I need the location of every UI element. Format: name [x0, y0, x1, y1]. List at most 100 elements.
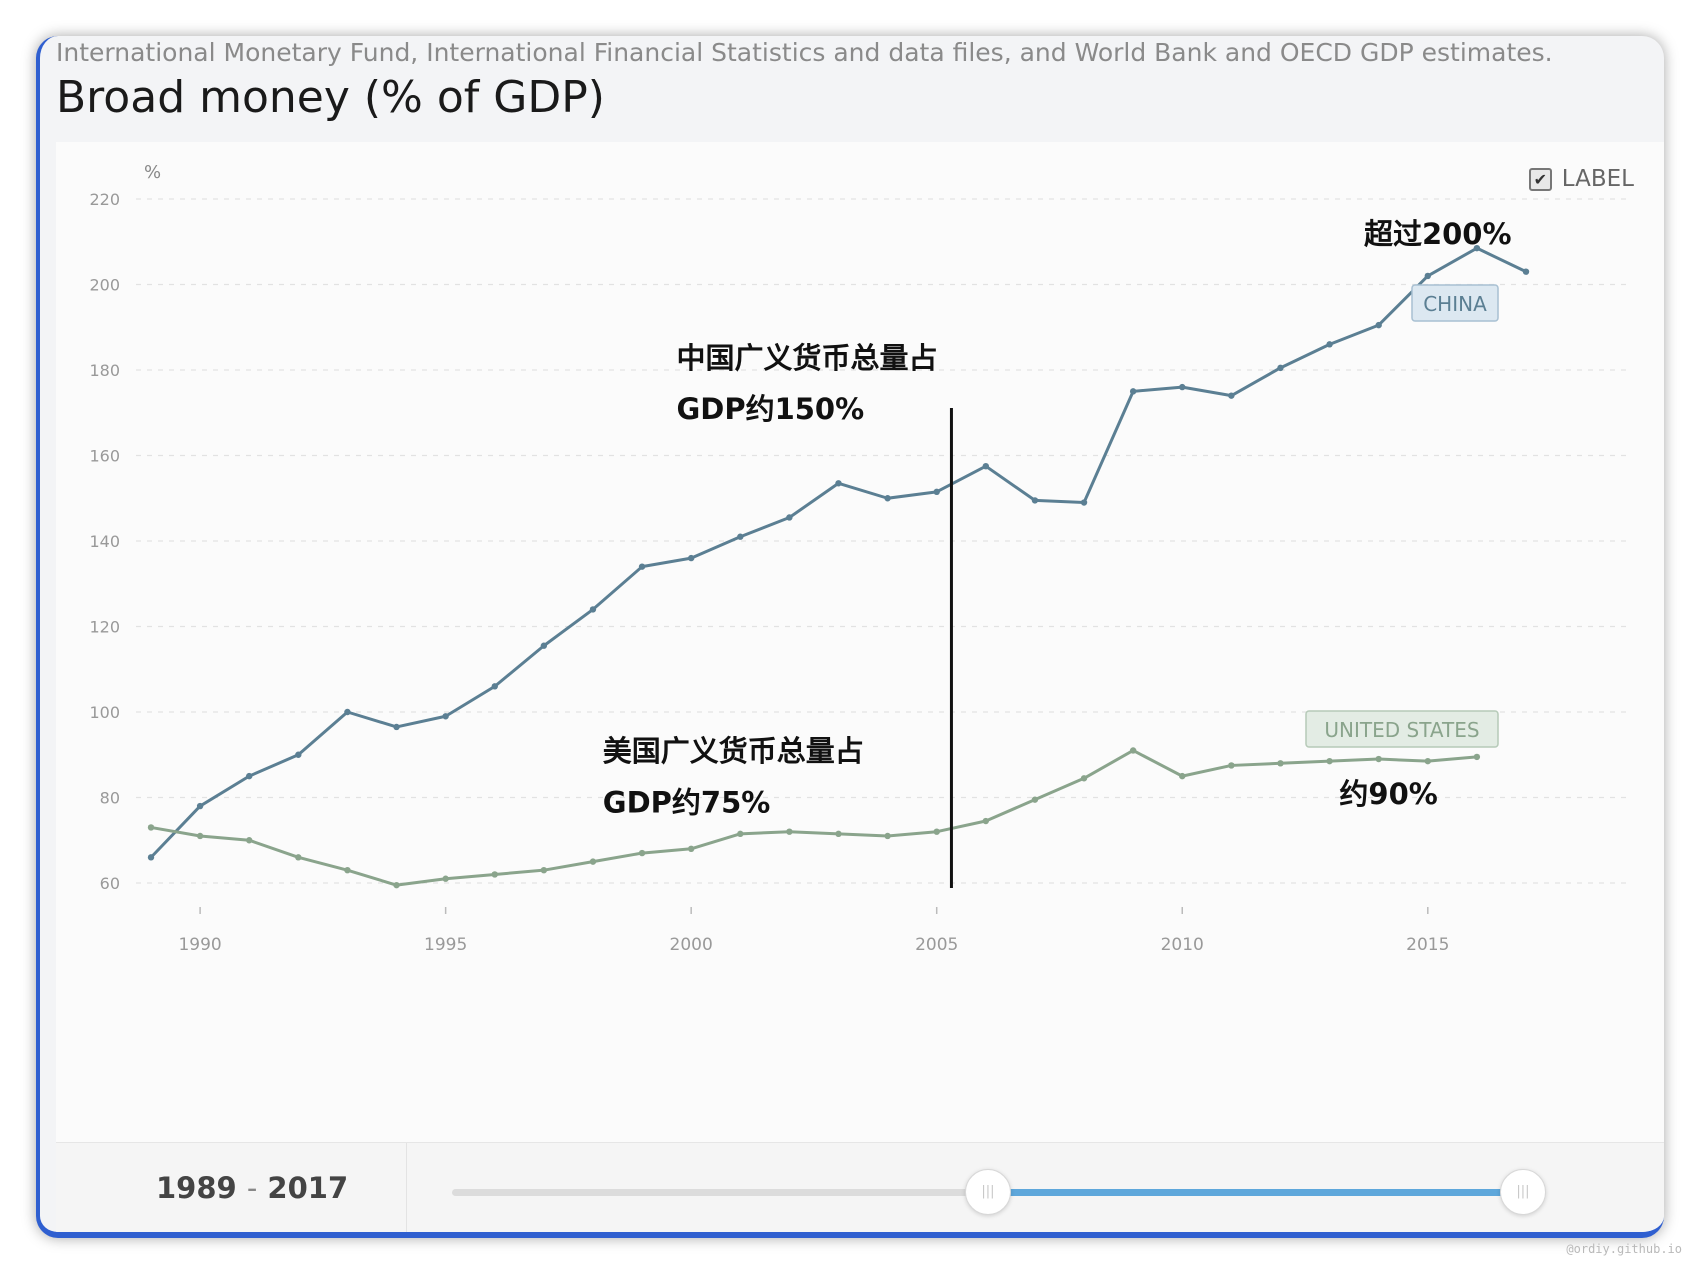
data-point-us	[393, 881, 400, 889]
series-line-us	[150, 748, 1478, 887]
data-point-us	[147, 824, 155, 831]
annotation-text: GDP约75%	[603, 785, 771, 819]
data-point-china	[147, 854, 155, 861]
data-point-china	[344, 708, 351, 716]
watermark: @ordiy.github.io	[1566, 1242, 1682, 1256]
y-tick-label: 120	[89, 618, 120, 637]
data-point-china	[687, 554, 695, 562]
annotation-text: 美国广义货币总量占	[603, 734, 864, 768]
data-point-china	[835, 480, 842, 487]
y-tick-label: 220	[89, 190, 120, 209]
checkbox-icon[interactable]: ✔	[1528, 167, 1552, 191]
data-point-us	[344, 866, 351, 874]
data-point-china	[295, 751, 302, 758]
data-point-china	[737, 533, 744, 540]
data-point-us	[982, 817, 990, 825]
data-point-china	[491, 683, 498, 690]
y-tick-label: 80	[100, 789, 120, 808]
annotation-text: GDP约150%	[676, 392, 864, 426]
data-point-china	[589, 606, 597, 613]
data-point-china	[1031, 497, 1039, 504]
data-point-china	[442, 713, 449, 720]
y-tick-label: 60	[100, 874, 120, 893]
series-badge-label-us: UNITED STATES	[1324, 718, 1479, 742]
data-point-us	[1228, 762, 1235, 769]
data-point-china	[1080, 499, 1088, 506]
data-point-china	[1326, 341, 1333, 348]
data-point-us	[1179, 772, 1186, 780]
data-point-china	[1179, 383, 1186, 391]
data-point-us	[295, 854, 302, 861]
series-badge-china	[1411, 284, 1499, 322]
data-point-us	[589, 858, 597, 865]
range-footer: 1989 - 2017 ||| |||	[56, 1142, 1664, 1232]
data-point-china	[933, 488, 940, 496]
data-point-us	[246, 837, 253, 844]
page-title: Broad money (% of GDP)	[56, 72, 605, 123]
data-point-china	[786, 514, 793, 521]
data-point-us	[540, 866, 548, 874]
data-point-china	[1424, 272, 1431, 280]
y-tick-label: 100	[89, 703, 120, 722]
x-tick-label: 1990	[178, 935, 221, 955]
annotation-text: 约90%	[1339, 777, 1437, 811]
data-point-us	[687, 845, 695, 852]
series-badge-label-china: CHINA	[1423, 292, 1487, 316]
data-point-us	[884, 832, 891, 840]
line-chart: % 60 80 100 120 140 160 180 200 220 1990 1995 2000 20…	[89, 162, 1631, 955]
chart-card: International Monetary Fund, Internation…	[36, 36, 1664, 1238]
data-point-china	[1277, 364, 1284, 372]
data-point-us	[1031, 796, 1039, 803]
data-point-us	[737, 830, 744, 838]
chart-panel: ✔ LABEL % 60 80 100 120 140 160 180 200 220 1990 19…	[56, 142, 1664, 1142]
data-point-china	[638, 563, 646, 570]
range-start: 1989	[156, 1171, 237, 1205]
data-point-china	[982, 462, 990, 470]
range-separator: -	[246, 1171, 258, 1205]
data-point-us	[786, 828, 793, 835]
data-point-us	[933, 828, 940, 835]
data-point-us	[1326, 757, 1333, 765]
data-point-us	[638, 849, 646, 857]
x-tick-label: 2005	[915, 935, 958, 955]
data-point-china	[540, 642, 548, 649]
series-badge-us	[1305, 710, 1499, 748]
data-point-us	[491, 871, 498, 878]
data-point-us	[1375, 755, 1382, 763]
data-point-china	[884, 495, 891, 502]
data-point-china	[1522, 268, 1530, 275]
y-axis-unit: %	[144, 162, 161, 183]
x-tick-label: 1995	[424, 935, 467, 955]
data-point-china	[1375, 321, 1382, 329]
data-point-us	[442, 875, 449, 882]
data-point-us	[1473, 753, 1481, 761]
source-note: International Monetary Fund, Internation…	[56, 38, 1553, 67]
slider-end-handle[interactable]: |||	[1500, 1169, 1546, 1215]
data-point-china	[1473, 244, 1481, 252]
data-point-us	[1129, 747, 1137, 754]
data-point-us	[196, 832, 204, 840]
y-tick-label: 140	[89, 532, 120, 551]
data-point-china	[246, 772, 253, 780]
x-tick-label: 2015	[1406, 935, 1449, 955]
data-point-china	[196, 802, 204, 810]
label-toggle-text: LABEL	[1561, 166, 1634, 192]
year-range: 1989 - 2017	[156, 1171, 348, 1205]
annotation-text: 中国广义货币总量占	[676, 341, 937, 375]
y-tick-label: 160	[89, 447, 120, 466]
data-point-us	[1424, 757, 1431, 765]
data-point-china	[1129, 388, 1137, 395]
slider-selected-range	[987, 1189, 1522, 1196]
y-tick-label: 180	[89, 361, 120, 380]
footer-divider	[406, 1143, 407, 1232]
x-tick-label: 2000	[670, 935, 713, 955]
data-point-us	[835, 830, 842, 838]
y-tick-label: 200	[89, 276, 120, 295]
label-toggle[interactable]: ✔ LABEL	[1528, 166, 1634, 192]
x-tick-label: 2010	[1161, 935, 1204, 955]
annotation-text: 超过200%	[1364, 217, 1512, 251]
data-point-us	[1277, 760, 1284, 767]
slider-start-handle[interactable]: |||	[965, 1169, 1011, 1215]
data-point-us	[1080, 775, 1088, 782]
range-end: 2017	[267, 1171, 349, 1205]
